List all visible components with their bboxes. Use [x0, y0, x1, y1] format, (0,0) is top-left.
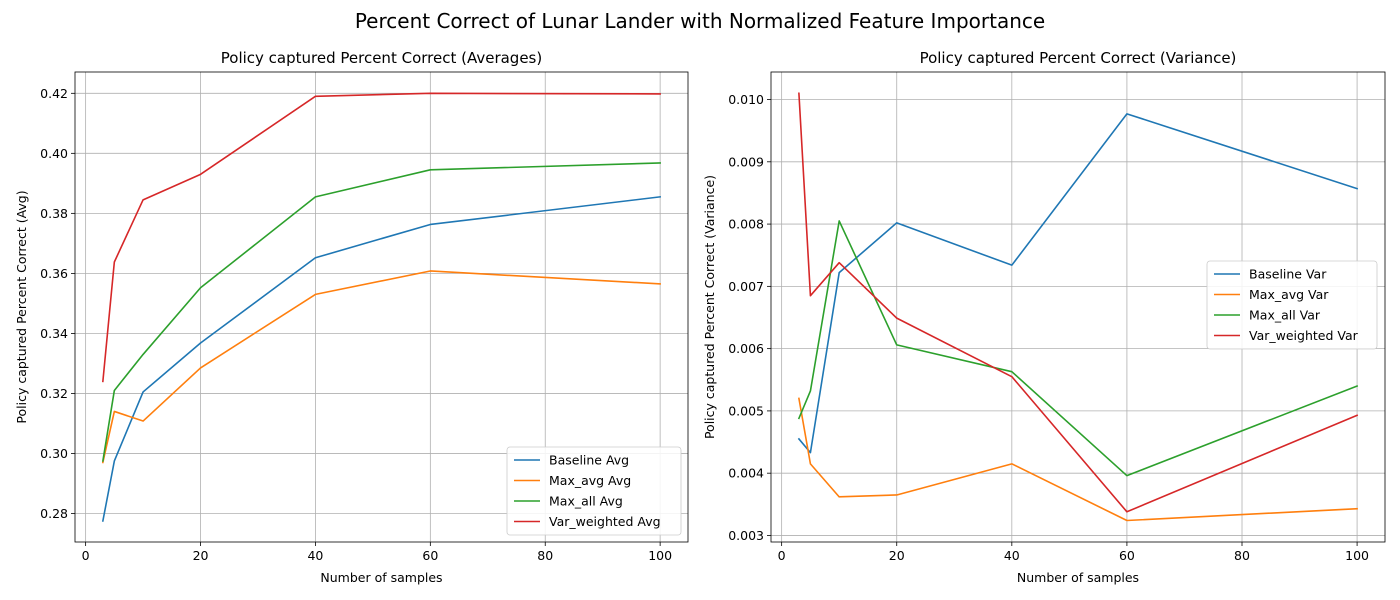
axes-title: Policy captured Percent Correct (Varianc…	[920, 49, 1237, 67]
x-axis-label: Number of samples	[1017, 570, 1139, 585]
y-tick-label-5: 0.008	[728, 217, 764, 232]
legend-label-3: Var_weighted Avg	[549, 514, 661, 529]
x-tick-label-5: 100	[648, 548, 672, 563]
chart-variance: 0 20 40 60 80 100 0.003 0.004 0.005 0.006 0.007 0.0…	[702, 49, 1386, 585]
y-axis-label: Policy captured Percent Correct (Varianc…	[702, 175, 717, 439]
y-tick-label-2: 0.005	[728, 403, 764, 418]
y-tick-label-0: 0.28	[40, 506, 68, 521]
x-tick-label-1: 20	[193, 548, 209, 563]
plot-area-frame	[74, 71, 689, 543]
x-tick-label-0: 0	[82, 548, 90, 563]
legend-label-1: Max_avg Avg	[549, 473, 631, 488]
axes-title: Policy captured Percent Correct (Average…	[221, 49, 542, 67]
legend-label-1: Max_avg Var	[1249, 287, 1329, 302]
y-axis-label: Policy captured Percent Correct (Avg)	[14, 190, 29, 423]
series-line-0	[101, 195, 662, 522]
series-line-2	[101, 162, 661, 462]
series-line-3	[101, 92, 661, 383]
y-tick-label-1: 0.004	[728, 466, 764, 481]
x-tick-label-1: 20	[889, 548, 905, 563]
plot-area-frame	[770, 71, 1386, 543]
series-line-2	[797, 220, 1359, 477]
y-tick-label-2: 0.32	[40, 386, 68, 401]
series-line-3	[798, 92, 1359, 513]
x-tick-label-4: 80	[537, 548, 553, 563]
legend: Baseline Var Max_avg Var Max_all Var Var_we…	[1206, 260, 1378, 350]
y-tick-label-3: 0.006	[728, 341, 764, 356]
x-tick-label-2: 40	[1004, 548, 1020, 563]
legend-label-0: Baseline Var	[1249, 267, 1327, 282]
y-tick-label-7: 0.010	[728, 92, 764, 107]
legend-frame	[506, 446, 682, 536]
y-tick-label-7: 0.42	[40, 86, 68, 101]
legend-label-3: Var_weighted Var	[1249, 328, 1359, 343]
y-tick-label-0: 0.003	[728, 528, 764, 543]
series-line-1	[797, 397, 1358, 522]
x-axis-label: Number of samples	[320, 570, 442, 585]
y-tick-label-6: 0.009	[728, 154, 764, 169]
x-tick-label-4: 80	[1234, 548, 1250, 563]
y-tick-label-4: 0.36	[40, 266, 68, 281]
y-tick-label-5: 0.38	[40, 206, 68, 221]
x-tick-label-2: 40	[307, 548, 323, 563]
x-tick-label-5: 100	[1345, 548, 1369, 563]
legend-label-2: Max_all Avg	[549, 494, 623, 509]
chart-averages: 0 20 40 60 80 100 0.28 0.30 0.32 0.34 0.36 0.38 0.40…	[14, 49, 689, 585]
series-line-0	[797, 113, 1359, 454]
legend-label-2: Max_all Var	[1249, 308, 1321, 323]
legend: Baseline Avg Max_avg Avg Max_all Avg Var_we…	[506, 446, 682, 536]
x-tick-label-3: 60	[1119, 548, 1135, 563]
y-tick-label-1: 0.30	[40, 446, 68, 461]
figure-suptitle: Percent Correct of Lunar Lander with Nor…	[355, 9, 1045, 33]
y-tick-label-3: 0.34	[40, 326, 68, 341]
series-line-1	[101, 270, 661, 464]
x-tick-label-0: 0	[778, 548, 786, 563]
y-tick-label-4: 0.007	[728, 279, 764, 294]
legend-frame	[1206, 260, 1378, 350]
x-tick-label-3: 60	[422, 548, 438, 563]
legend-label-0: Baseline Avg	[549, 453, 629, 468]
y-tick-label-6: 0.40	[40, 146, 68, 161]
